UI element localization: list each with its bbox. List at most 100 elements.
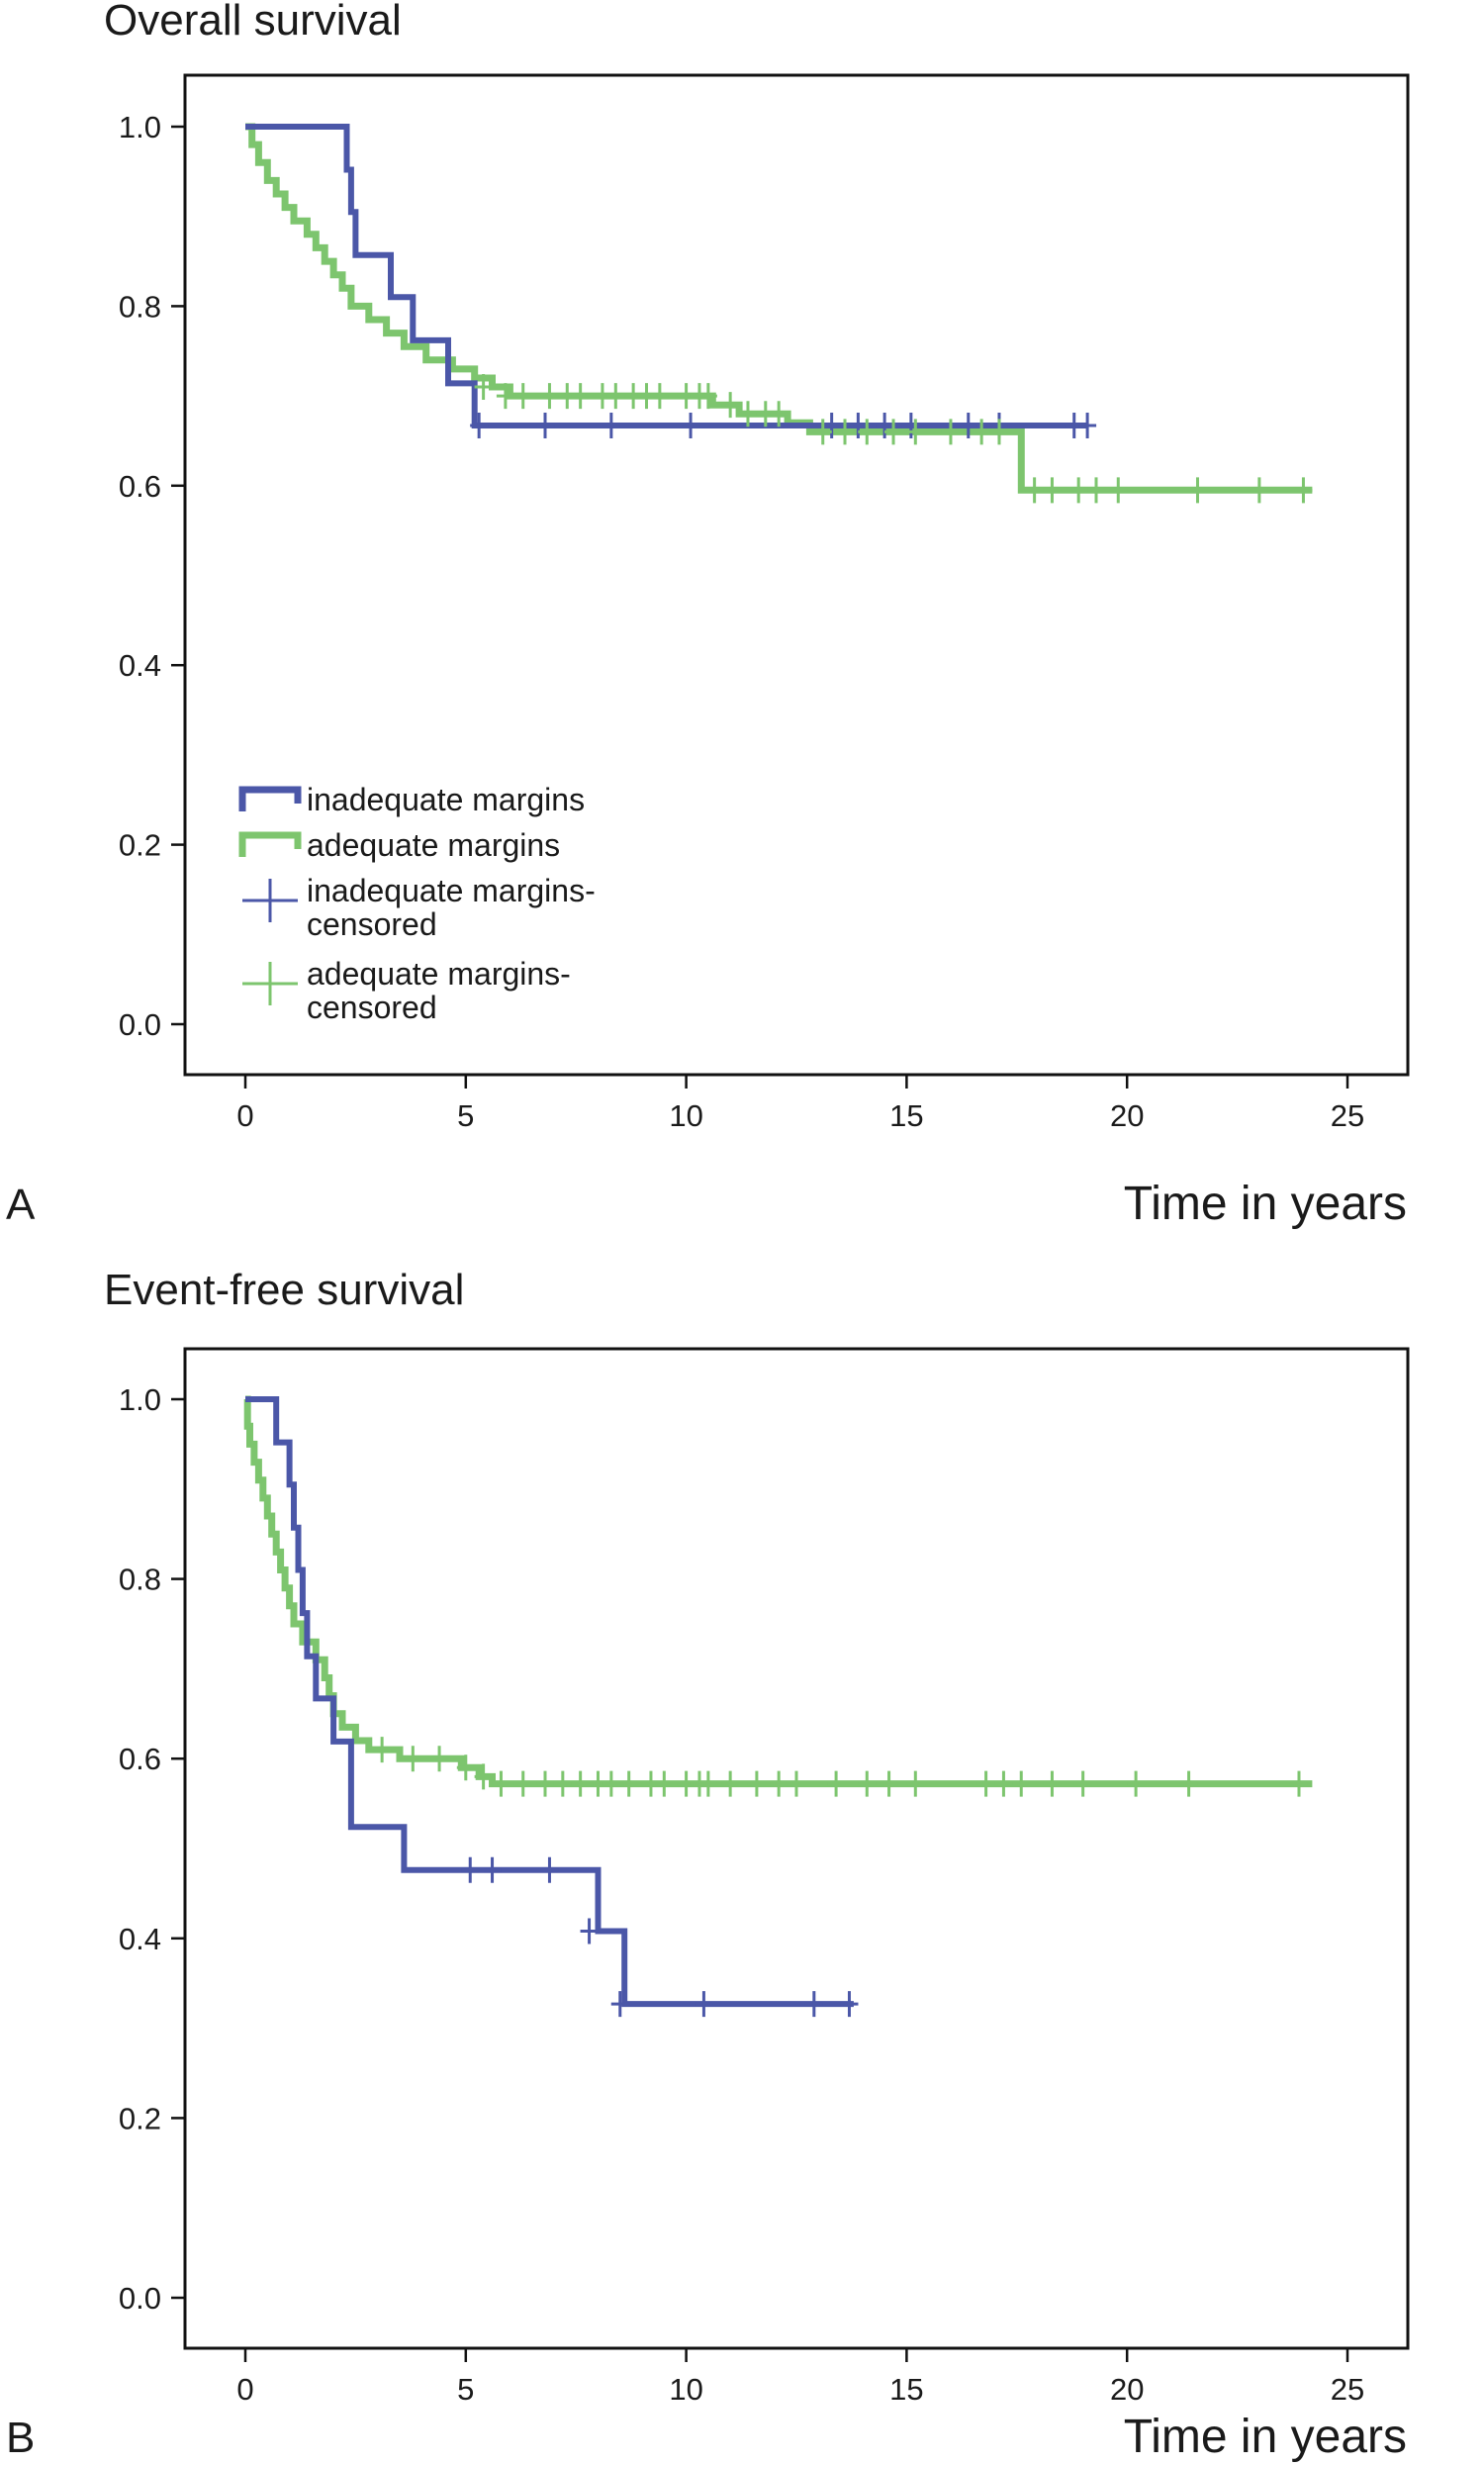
legend-label-adequate-censored: adequate margins- — [307, 956, 571, 992]
panel-b-x-axis-label: Time in years — [1124, 2411, 1407, 2463]
panel-a-censor-mark-inadequate — [901, 413, 920, 439]
panel-a-curve-adequate — [245, 123, 1313, 494]
panel-b-censor-mark-adequate — [1012, 1770, 1031, 1797]
panel-a-censor-mark-inadequate — [536, 413, 555, 439]
panel-a-censor-mark-adequate — [906, 419, 925, 445]
panel-b-censor-mark-inadequate — [483, 1856, 502, 1883]
panel-b-y-tick-label: 0.0 — [119, 2281, 161, 2316]
panel-a-y-tick-label: 0.8 — [119, 289, 161, 324]
panel-b-y-tick-label: 1.0 — [119, 1382, 161, 1417]
legend-label-inadequate: inadequate margins — [307, 782, 585, 817]
panel-a-x-tick-label: 0 — [236, 1098, 253, 1133]
panel-b-x-tick-label: 25 — [1331, 2372, 1364, 2407]
panel-b-censor-mark-adequate — [1073, 1770, 1092, 1797]
panel-a-censor-mark-adequate — [1109, 477, 1128, 504]
panel-a-censor-mark-inadequate — [849, 413, 868, 439]
legend-label-adequate: adequate margins — [307, 827, 560, 863]
panel-b-censor-mark-adequate — [906, 1770, 925, 1797]
panel-b-censor-mark-inadequate — [610, 1991, 629, 2018]
panel-a-x-tick-label: 20 — [1110, 1098, 1144, 1133]
panel-b-censor-marks — [373, 1737, 1308, 2018]
panel-a-censor-mark-inadequate — [470, 413, 489, 439]
panel-a-censor-mark-adequate — [836, 419, 855, 445]
panel-a-censor-mark-adequate — [571, 383, 590, 410]
panel-a-censor-mark-adequate — [941, 419, 960, 445]
legend-censor-swatch-adequate — [242, 962, 298, 1005]
panel-b-censor-mark-adequate — [619, 1770, 638, 1797]
panel-b-y-tick-label: 0.8 — [119, 1563, 161, 1597]
panel-b-curves — [243, 1395, 1313, 2008]
panel-a-censor-mark-adequate — [738, 401, 757, 427]
panel-b-title: Event-free survival — [104, 1266, 464, 1314]
panel-b-censor-mark-adequate — [827, 1770, 846, 1797]
panel-b-ticks: 0 5 10 15 20 25 0.0 0.2 0.4 0.6 0.8 1.0 — [119, 1382, 1364, 2407]
panel-a-censor-mark-adequate — [770, 401, 788, 427]
panel-a-censor-mark-adequate — [496, 383, 514, 410]
panel-b-censor-mark-inadequate — [461, 1856, 480, 1883]
panel-b-letter: B — [6, 2414, 35, 2462]
panel-b-censor-mark-inadequate — [540, 1856, 559, 1883]
panel-b-censor-mark-adequate — [1289, 1770, 1308, 1797]
legend-label-adequate-censored: censored — [307, 990, 437, 1025]
panel-a-censor-mark-adequate — [650, 383, 669, 410]
panel-a-x-tick-label: 25 — [1331, 1098, 1364, 1133]
panel-a-censor-marks — [470, 374, 1313, 504]
panel-a-y-tick-label: 0.6 — [119, 469, 161, 504]
panel-b-censor-mark-adequate — [747, 1770, 766, 1797]
panel-a-censor-mark-adequate — [1188, 477, 1207, 504]
legend-label-inadequate-censored: inadequate margins- — [307, 873, 596, 908]
panel-a-censor-mark-inadequate — [876, 413, 894, 439]
legend-swatch-adequate — [238, 831, 302, 857]
panel-a-censor-mark-adequate — [813, 419, 832, 445]
panel-a-y-tick-label: 0.4 — [119, 648, 161, 683]
panel-b-plot-frame — [183, 1347, 1410, 2350]
panel-a-censor-mark-adequate — [698, 383, 717, 410]
panel-b-censor-mark-adequate — [994, 1770, 1013, 1797]
panel-a-censor-mark-adequate — [858, 419, 877, 445]
panel-a-y-tick-label: 0.2 — [119, 828, 161, 863]
panel-a-censor-mark-inadequate — [682, 413, 700, 439]
panel-a-censor-mark-adequate — [989, 419, 1008, 445]
legend-swatch-inadequate — [238, 786, 302, 811]
panel-a-x-tick-label: 15 — [889, 1098, 923, 1133]
panel-a-censor-mark-adequate — [1025, 477, 1044, 504]
panel-b-censor-mark-adequate — [858, 1770, 877, 1797]
panel-a-x-tick-label: 10 — [669, 1098, 702, 1133]
panel-b-censor-mark-adequate — [553, 1770, 572, 1797]
legend-censor-swatch-inadequate — [242, 879, 298, 922]
panel-b-censor-mark-adequate — [474, 1763, 493, 1790]
panel-a-censor-mark-adequate — [1294, 477, 1313, 504]
panel-b-censor-mark-adequate — [602, 1770, 620, 1797]
panel-a-censor-mark-adequate — [973, 419, 991, 445]
panel-b-curve-inadequate — [245, 1396, 854, 2008]
panel-b-censor-mark-adequate — [655, 1770, 674, 1797]
panel-b-censor-mark-adequate — [456, 1754, 475, 1781]
panel-b-censor-mark-adequate — [880, 1770, 898, 1797]
panel-a-censor-mark-adequate — [884, 419, 903, 445]
panel-a-y-tick-label: 0.0 — [119, 1007, 161, 1042]
panel-b-censor-mark-adequate — [571, 1770, 590, 1797]
panel-b-censor-mark-adequate — [976, 1770, 995, 1797]
panel-a-curves — [245, 123, 1313, 494]
panel-b-censor-mark-adequate — [1127, 1770, 1146, 1797]
panel-a-censor-mark-adequate — [1087, 477, 1106, 504]
panel-b-censor-mark-adequate — [492, 1770, 510, 1797]
panel-b-y-tick-label: 0.4 — [119, 1922, 161, 1956]
panel-b-censor-mark-adequate — [788, 1770, 805, 1797]
panel-b-censor-mark-adequate — [1179, 1770, 1198, 1797]
panel-a-censor-mark-adequate — [721, 392, 740, 419]
panel-a-x-tick-label: 5 — [457, 1098, 474, 1133]
panel-b-y-tick-label: 0.2 — [119, 2101, 161, 2135]
panel-a-censor-mark-inadequate — [822, 413, 841, 439]
panel-a-censor-mark-adequate — [474, 374, 493, 401]
panel-a-curve-inadequate — [245, 124, 1088, 428]
panel-a-title: Overall survival — [104, 0, 402, 45]
panel-b-censor-mark-adequate — [698, 1770, 717, 1797]
panel-b-censor-mark-adequate — [513, 1770, 532, 1797]
panel-b-x-tick-label: 15 — [889, 2372, 923, 2407]
panel-a-legend: inadequate margins adequate margins inadeq… — [238, 782, 596, 1025]
panel-a-x-axis-label: Time in years — [1124, 1178, 1407, 1230]
panel-a-censor-mark-adequate — [1069, 477, 1088, 504]
panel-a-censor-mark-inadequate — [1078, 413, 1097, 439]
panel-a-censor-mark-inadequate — [602, 413, 620, 439]
